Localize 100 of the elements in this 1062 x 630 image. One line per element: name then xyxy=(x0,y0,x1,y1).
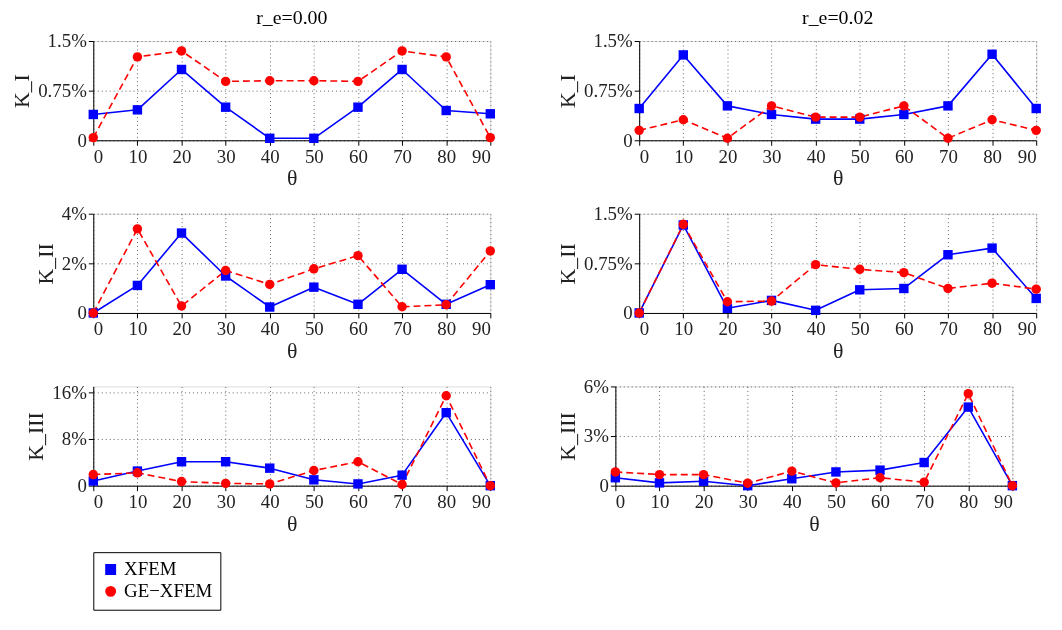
y-axis-title: K_II xyxy=(33,243,58,285)
x-tick-label: 90 xyxy=(471,145,491,167)
y-tick-label: 6% xyxy=(583,375,610,397)
x-tick-label: 90 xyxy=(1017,318,1037,340)
x-tick-label: 10 xyxy=(128,145,148,167)
point xyxy=(875,465,885,475)
x-tick-label: 90 xyxy=(994,491,1013,512)
point xyxy=(855,285,865,295)
x-tick-label: 80 xyxy=(437,491,457,512)
point xyxy=(831,478,841,488)
y-axis-title: K_I xyxy=(10,74,35,109)
point xyxy=(353,299,363,309)
x-tick-label: 20 xyxy=(694,491,714,512)
x-tick-label: 70 xyxy=(939,145,958,167)
point xyxy=(485,132,496,143)
point xyxy=(787,474,797,484)
point xyxy=(132,280,143,291)
point xyxy=(678,50,689,60)
point xyxy=(943,101,953,111)
y-tick-label: 0 xyxy=(623,302,633,324)
y-tick-label: 0 xyxy=(599,475,609,497)
legend-label: GE−XFEM xyxy=(124,580,213,602)
y-tick-label: 3% xyxy=(583,425,610,447)
y-tick-label: 0 xyxy=(623,129,633,151)
x-tick-label: 10 xyxy=(674,145,694,167)
y-tick-label: 0.75% xyxy=(584,252,634,274)
point xyxy=(787,466,797,476)
x-tick-label: 80 xyxy=(983,145,1002,167)
x-tick-label: 30 xyxy=(762,145,782,167)
x-tick-label: 0 xyxy=(93,318,104,340)
point xyxy=(722,101,733,111)
point xyxy=(831,467,841,477)
point xyxy=(176,301,187,311)
x-tick-label: 30 xyxy=(216,491,236,512)
point xyxy=(309,133,319,143)
point xyxy=(441,391,451,401)
x-tick-label: 50 xyxy=(827,491,846,512)
point xyxy=(654,469,665,480)
point xyxy=(987,243,997,253)
point xyxy=(353,76,363,87)
point xyxy=(176,228,187,238)
point xyxy=(810,259,821,270)
x-tick-label: 30 xyxy=(762,318,782,340)
x-tick-label: 50 xyxy=(304,318,324,340)
point xyxy=(485,109,496,119)
legend-label: XFEM xyxy=(124,558,177,580)
x-tick-label: 40 xyxy=(260,145,280,167)
point xyxy=(132,224,143,234)
x-tick-label: 90 xyxy=(1017,145,1037,167)
y-tick-label: 8% xyxy=(61,428,88,450)
point xyxy=(132,105,143,115)
point xyxy=(265,463,275,473)
x-axis-title: θ xyxy=(832,166,844,191)
point xyxy=(397,470,407,480)
point xyxy=(309,264,319,274)
x-tick-label: 40 xyxy=(260,318,280,340)
x-tick-label: 50 xyxy=(850,318,870,340)
y-tick-label: 4% xyxy=(61,203,88,225)
x-tick-label: 50 xyxy=(850,145,870,167)
point xyxy=(441,407,451,418)
point xyxy=(309,475,319,485)
x-tick-label: 0 xyxy=(639,145,650,167)
point xyxy=(943,250,953,260)
x-tick-label: 30 xyxy=(216,318,236,340)
point xyxy=(265,279,275,290)
x-tick-label: 60 xyxy=(894,145,914,167)
point xyxy=(353,250,363,261)
point xyxy=(654,478,665,488)
y-tick-label: 0 xyxy=(77,475,87,497)
x-tick-label: 10 xyxy=(674,318,694,340)
x-axis-title: θ xyxy=(809,511,820,536)
point xyxy=(1031,293,1041,304)
point xyxy=(397,302,407,312)
x-tick-label: 80 xyxy=(437,318,457,340)
point xyxy=(919,477,929,487)
x-tick-label: 90 xyxy=(471,491,491,512)
point xyxy=(220,265,231,276)
x-tick-label: 10 xyxy=(128,318,148,340)
point xyxy=(220,457,231,467)
point xyxy=(1031,103,1041,114)
x-tick-label: 40 xyxy=(806,318,826,340)
x-tick-label: 30 xyxy=(216,145,236,167)
x-axis-title: θ xyxy=(287,511,298,536)
y-tick-label: 0.75% xyxy=(38,80,88,102)
point xyxy=(220,102,231,112)
point xyxy=(766,109,777,120)
point xyxy=(265,302,275,312)
x-tick-label: 40 xyxy=(806,145,826,167)
point xyxy=(220,478,231,489)
x-tick-label: 60 xyxy=(871,491,890,512)
x-axis-title: θ xyxy=(832,339,844,364)
point xyxy=(309,282,319,292)
x-tick-label: 60 xyxy=(349,491,368,512)
x-tick-label: 0 xyxy=(93,491,104,512)
point xyxy=(353,479,363,489)
x-tick-label: 80 xyxy=(983,318,1002,340)
point xyxy=(265,479,275,489)
point xyxy=(353,457,363,467)
x-tick-label: 70 xyxy=(939,318,958,340)
x-tick-label: 30 xyxy=(738,491,758,512)
